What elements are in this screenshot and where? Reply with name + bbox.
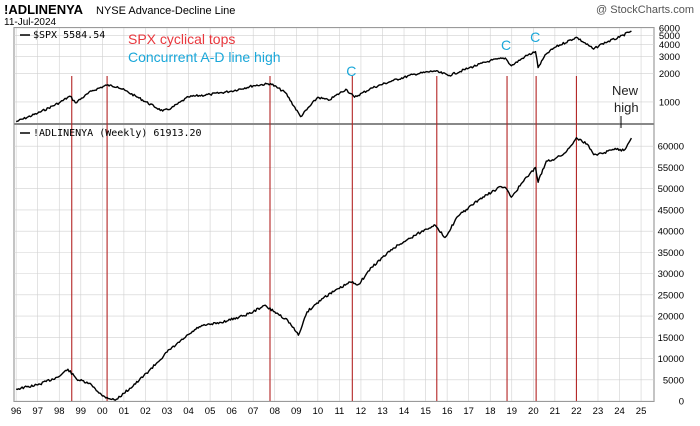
x-tick-label: 07 xyxy=(248,406,259,417)
chart-date: 11-Jul-2024 xyxy=(4,17,57,28)
y-tick-label-bottom: 25000 xyxy=(658,290,684,301)
x-tick-label: 06 xyxy=(226,406,237,417)
x-tick-label: 25 xyxy=(636,406,647,417)
y-tick-label-top: 1000 xyxy=(659,97,680,108)
x-tick-label: 01 xyxy=(119,406,130,417)
cyclical-tops-label: SPX cyclical tops xyxy=(128,31,235,47)
y-tick-label-bottom: 15000 xyxy=(658,333,684,344)
x-tick-label: 12 xyxy=(356,406,367,417)
top-panel-frame xyxy=(13,27,655,124)
y-tick-label-top: 4000 xyxy=(659,40,680,51)
x-tick-label: 08 xyxy=(269,406,280,417)
x-tick-label: 17 xyxy=(463,406,474,417)
x-tick-label: 18 xyxy=(485,406,496,417)
y-tick-label-top: 2000 xyxy=(659,69,680,80)
grid xyxy=(14,27,654,402)
y-tick-label-top: 6000 xyxy=(659,24,680,35)
x-tick-label: 10 xyxy=(313,406,324,417)
concurrent-high-marker: C xyxy=(346,63,356,79)
x-tick-label: 11 xyxy=(334,406,344,417)
y-tick-label-top: 3000 xyxy=(659,52,680,63)
x-tick-label: 23 xyxy=(593,406,604,417)
y-tick-label-bottom: 30000 xyxy=(658,269,684,280)
new-high-label-2: high xyxy=(614,100,639,115)
bottom-panel-frame xyxy=(13,124,655,402)
x-tick-label: 99 xyxy=(76,406,87,417)
ad-series-line xyxy=(16,137,633,401)
x-tick-label: 20 xyxy=(528,406,539,417)
x-tick-label: 05 xyxy=(205,406,216,417)
cyclical-top-lines xyxy=(71,76,577,401)
x-tick-label: 21 xyxy=(550,406,561,417)
y-tick-label-bottom: 10000 xyxy=(658,354,684,365)
x-tick-label: 96 xyxy=(11,406,22,417)
x-tick-label: 14 xyxy=(399,406,410,417)
x-tick-label: 00 xyxy=(97,406,108,417)
watermark: @ StockCharts.com xyxy=(596,4,694,16)
ad-legend-label: !ADLINENYA (Weekly) 61913.20 xyxy=(33,128,202,139)
y-tick-label-top: 5000 xyxy=(659,31,680,42)
new-high-label-1: New xyxy=(612,83,639,98)
x-tick-label: 02 xyxy=(140,406,151,417)
x-tick-label: 22 xyxy=(571,406,582,417)
spx-legend: $SPX 5584.54 xyxy=(20,30,105,41)
x-tick-label: 15 xyxy=(420,406,431,417)
x-tick-label: 13 xyxy=(377,406,388,417)
chart-name: NYSE Advance-Decline Line xyxy=(96,5,235,17)
y-tick-label-bottom: 40000 xyxy=(658,227,684,238)
spx-legend-label: $SPX 5584.54 xyxy=(33,30,105,41)
x-tick-label: 16 xyxy=(442,406,453,417)
x-tick-label: 09 xyxy=(291,406,302,417)
concurrent-markers: C C C xyxy=(346,29,540,79)
y-tick-label-bottom: 35000 xyxy=(658,248,684,259)
concurrent-high-marker: C xyxy=(501,37,511,53)
x-tick-label: 98 xyxy=(54,406,65,417)
axes: 96 97 98 99 00 01 02 03 04 05 06 07 08 09 10 11 12 13 14 15… xyxy=(11,24,684,418)
ad-legend: !ADLINENYA (Weekly) 61913.20 xyxy=(20,128,202,139)
y-tick-label-bottom: 20000 xyxy=(658,312,684,323)
x-tick-label: 03 xyxy=(162,406,173,417)
y-tick-label-bottom: 5000 xyxy=(663,375,684,386)
spx-series-line xyxy=(15,30,632,123)
series xyxy=(15,30,633,401)
x-tick-label: 97 xyxy=(32,406,43,417)
concurrent-high-label: Concurrent A-D line high xyxy=(128,49,281,65)
x-tick-label: 04 xyxy=(183,406,194,417)
y-tick-label-bottom: 45000 xyxy=(658,205,684,216)
concurrent-high-marker: C xyxy=(530,29,540,45)
symbol-title: !ADLINENYA xyxy=(4,2,84,17)
x-tick-label: 19 xyxy=(506,406,517,417)
y-tick-label-bottom: 0 xyxy=(679,397,684,408)
y-tick-label-bottom: 50000 xyxy=(658,184,684,195)
y-tick-label-bottom: 60000 xyxy=(658,142,684,153)
x-tick-label: 24 xyxy=(614,406,625,417)
y-tick-label-bottom: 55000 xyxy=(658,163,684,174)
